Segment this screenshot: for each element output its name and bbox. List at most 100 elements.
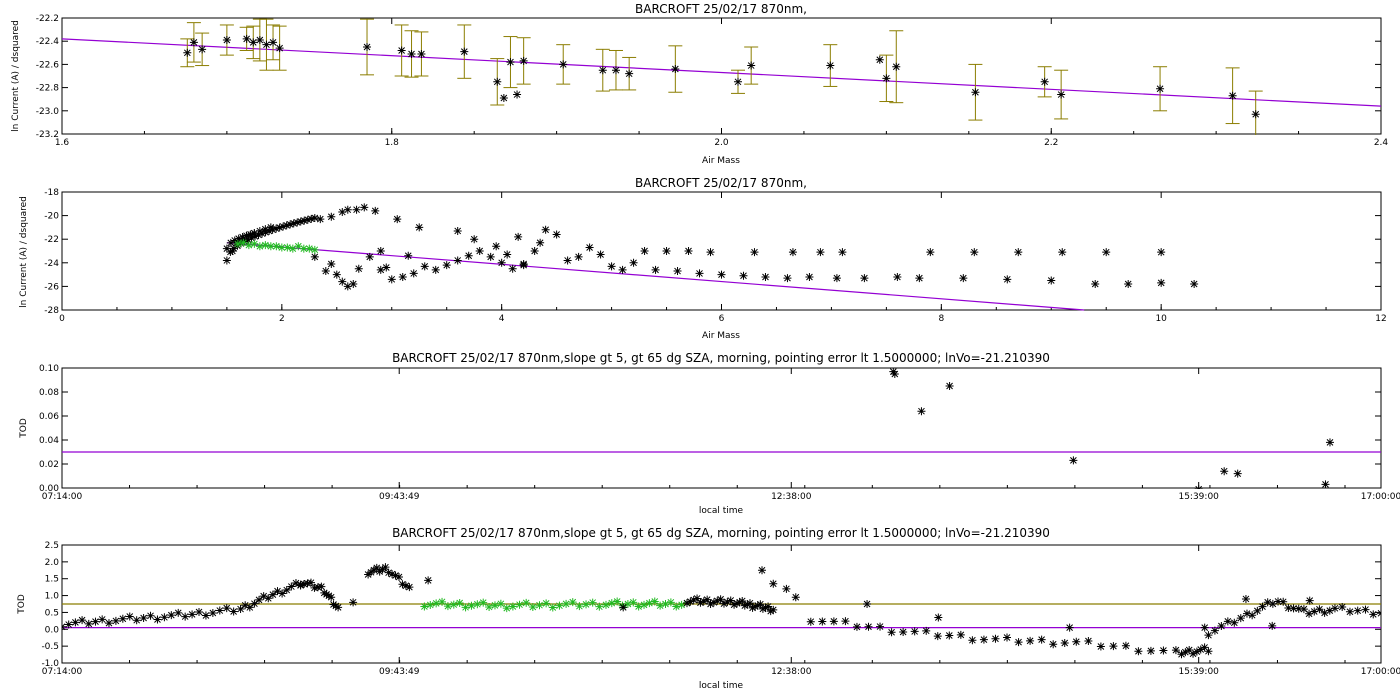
panel-4-point — [661, 600, 670, 608]
panel-4-point — [1014, 638, 1023, 647]
panel-4-point — [1361, 605, 1370, 614]
panel-2-point — [563, 256, 572, 265]
panel-1-point — [747, 61, 756, 70]
panel-2-xtick-label: 0 — [59, 314, 65, 324]
panel-1-point — [671, 65, 680, 74]
panel-1-point — [598, 66, 607, 75]
panel-2-point — [310, 252, 319, 261]
panel-2-point — [360, 203, 369, 212]
panel-4-point — [1200, 643, 1209, 652]
panel-4-xtick-label: 09:43:49 — [379, 667, 420, 677]
panel-4-point — [753, 601, 762, 610]
panel-2-point — [541, 225, 550, 234]
panel-4-point — [672, 602, 681, 611]
panel-4-point — [650, 597, 659, 606]
panel-4-point — [818, 617, 827, 626]
panel-4-point — [443, 602, 452, 611]
panel-4-point — [595, 602, 604, 611]
panel-1-point — [249, 38, 258, 47]
panel-4-point — [324, 591, 333, 600]
panel-4-point — [535, 601, 544, 610]
panel-2-point — [662, 247, 671, 255]
panel-1-data — [62, 18, 1381, 135]
panel-1-xlabel: Air Mass — [702, 156, 740, 166]
panel-3-ytick-label: 0.04 — [39, 436, 59, 446]
panel-2-point — [1124, 280, 1133, 289]
panel-2-point — [229, 244, 238, 253]
panel-4-data — [62, 563, 1381, 659]
panel-2-xtick-label: 12 — [1375, 314, 1386, 324]
panel-1-ylabel: ln Current (A) / dsquared — [11, 20, 21, 132]
panel-2-xtick-label: 10 — [1155, 314, 1167, 324]
panel-4-point — [349, 598, 358, 607]
panel-4-point — [1284, 604, 1293, 613]
panel-2-point — [673, 267, 682, 276]
panel-4-point — [167, 611, 176, 620]
panel-4-point — [756, 600, 765, 609]
panel-2-point — [596, 250, 605, 259]
panel-4-point — [629, 598, 638, 607]
panel-4-point — [922, 626, 931, 635]
panel-1-point — [183, 48, 192, 57]
panel-4-point — [153, 615, 162, 624]
panel-2-point — [1058, 248, 1067, 257]
panel-3-ytick-label: 0.10 — [39, 364, 59, 374]
panel-4-point — [686, 597, 695, 606]
panel-4-point — [876, 622, 885, 631]
panel-2-point — [805, 272, 814, 281]
panel-2: BARCROFT 25/02/17 870nm, Air Mass ln Cur… — [19, 176, 1387, 341]
panel-4-point — [287, 582, 296, 591]
panel-4-point — [1377, 609, 1381, 618]
panel-4-point — [181, 612, 190, 621]
panel-2-point — [275, 223, 284, 232]
panel-2-point-green — [266, 242, 275, 251]
panel-4-point — [1192, 647, 1201, 656]
panel-4-point — [623, 600, 632, 608]
panel-1-point — [733, 77, 742, 86]
panel-4-xlabel: local time — [699, 681, 744, 691]
panel-2-fit-line — [226, 242, 1085, 311]
panel-2-point — [431, 265, 440, 274]
panel-4-point — [322, 590, 331, 599]
panel-4-point — [327, 593, 336, 602]
panel-4-point — [1305, 609, 1314, 618]
panel-4-ytick-label: -1.0 — [41, 659, 59, 669]
panel-2-point-green — [239, 238, 248, 247]
panel-4-xtick-label: 15:39:00 — [1178, 667, 1219, 677]
panel-4-point — [303, 579, 312, 588]
panel-2-point — [503, 250, 512, 259]
panel-4-point — [1274, 597, 1283, 606]
panel-2-point — [640, 247, 649, 255]
panel-2-point — [492, 242, 501, 251]
panel-4-point — [1330, 604, 1339, 613]
panel-4-point — [455, 599, 464, 608]
panel-2-point — [234, 234, 243, 243]
panel-1-point — [513, 90, 522, 99]
panel-4-point — [575, 602, 584, 611]
panel-4-point — [146, 611, 155, 620]
panel-4-point — [555, 601, 564, 610]
panel-4-point — [259, 592, 268, 601]
panel-2-point — [486, 252, 495, 261]
panel-4-point — [317, 582, 326, 591]
panel-4-point — [751, 602, 760, 611]
panel-2-point — [371, 206, 380, 215]
panel-2-point — [376, 265, 385, 274]
panel-4-point — [748, 603, 757, 612]
panel-2-point — [761, 272, 770, 281]
panel-2-point — [1190, 280, 1199, 289]
panel-2-point — [453, 256, 462, 265]
panel-2-ytick-label: -26 — [44, 282, 59, 292]
panel-4-point — [1320, 608, 1329, 617]
panel-4-point — [666, 598, 675, 607]
panel-2-point — [788, 248, 797, 257]
panel-1-point — [826, 61, 835, 70]
panel-1-point — [460, 47, 469, 56]
panel-1-point — [1040, 77, 1049, 86]
panel-2-point — [651, 265, 660, 274]
panel-1-point — [397, 46, 406, 55]
panel-1-point — [611, 66, 620, 75]
panel-1-point — [407, 49, 416, 58]
panel-4-point — [706, 599, 715, 608]
panel-4-point — [713, 596, 722, 605]
